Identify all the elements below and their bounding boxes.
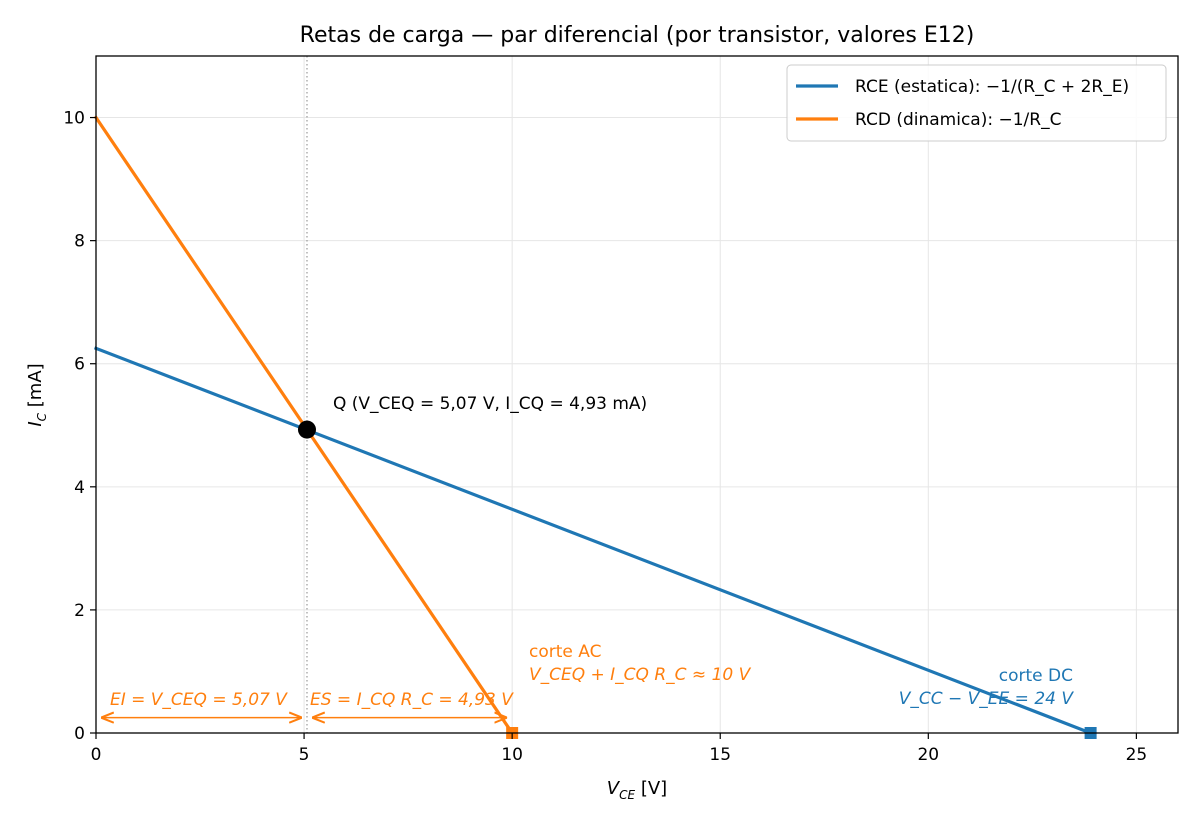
legend-box (786, 64, 1167, 142)
plot-frame (95, 55, 1179, 734)
x-axis-label: VCE [V] (607, 778, 667, 802)
legend-label-rcd: RCD (dinamica): −1/R_C (855, 110, 1061, 130)
legend-label-rce: RCE (estatica): −1/(R_C + 2R_E) (855, 77, 1129, 97)
x-tick-label: 15 (709, 745, 731, 765)
y-tick-label: 6 (74, 355, 85, 375)
y-tick-label: 0 (74, 724, 85, 744)
corte-dc-title: corte DC (999, 666, 1073, 686)
chart-title: Retas de carga — par diferencial (por tr… (300, 23, 975, 48)
corte-dc-formula: V_CC − V_EE = 24 V (899, 689, 1075, 709)
series-line-rce (93, 346, 1093, 736)
es-label: ES = I_CQ R_C = 4,93 V (310, 690, 514, 710)
x-tick-label: 20 (917, 745, 939, 765)
y-tick-label: 2 (74, 601, 85, 621)
corte-ac-formula: V_CEQ + I_CQ R_C ≈ 10 V (529, 665, 752, 685)
x-tick-label: 0 (91, 745, 102, 765)
x-tick-label: 10 (501, 745, 523, 765)
x-tick-label: 5 (299, 745, 310, 765)
y-axis-label: IC [mA] (25, 363, 49, 426)
y-tick-label: 10 (63, 109, 85, 129)
legend: RCE (estatica): −1/(R_C + 2R_E) RCD (din… (786, 64, 1167, 142)
y-tick-label: 8 (74, 232, 85, 252)
y-axis-ticks: 0 2 4 6 8 10 (63, 109, 96, 744)
ei-label: EI = V_CEQ = 5,07 V (110, 690, 288, 710)
q-point-marker (297, 420, 316, 439)
q-point-label: Q (V_CEQ = 5,07 V, I_CQ = 4,93 mA) (333, 394, 647, 414)
grid (95, 56, 1178, 734)
corte-ac-title: corte AC (529, 642, 601, 662)
x-axis-ticks: 0 5 10 15 20 25 (91, 733, 1148, 765)
x-tick-label: 25 (1126, 745, 1148, 765)
y-tick-label: 4 (74, 478, 85, 498)
